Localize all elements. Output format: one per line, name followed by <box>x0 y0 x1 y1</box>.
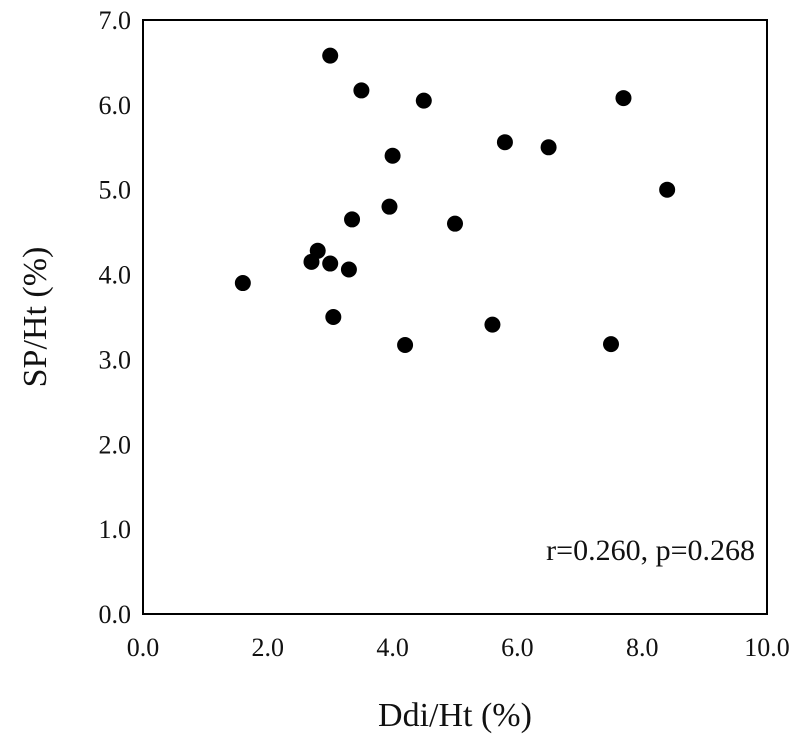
x-tick-label: 6.0 <box>501 633 534 662</box>
y-tick-label: 0.0 <box>99 600 132 629</box>
y-tick-label: 2.0 <box>99 430 132 459</box>
data-point <box>415 92 432 109</box>
plot-area-frame <box>142 19 768 615</box>
x-tick-label: 4.0 <box>376 633 409 662</box>
data-point <box>603 336 619 353</box>
data-point <box>397 337 414 354</box>
data-point <box>484 316 501 333</box>
data-point <box>322 47 339 64</box>
data-point <box>325 309 342 325</box>
x-tick-label: 8.0 <box>626 633 659 662</box>
data-point <box>344 211 361 228</box>
y-tick-label: 6.0 <box>99 91 132 120</box>
y-tick-label: 4.0 <box>99 261 132 290</box>
data-point <box>659 181 676 198</box>
x-tick-label: 10.0 <box>744 633 790 662</box>
x-axis-ticks: 0.0 2.0 4.0 6.0 8.0 10.0 <box>127 633 790 662</box>
y-axis-ticks: 0.0 1.0 2.0 3.0 4.0 5.0 6.0 7.0 <box>99 6 132 629</box>
x-tick-label: 2.0 <box>252 633 285 662</box>
correlation-annotation: r=0.260, p=0.268 <box>546 534 755 567</box>
data-point <box>381 198 398 215</box>
data-point <box>615 90 632 107</box>
y-tick-label: 5.0 <box>99 176 132 205</box>
y-axis-label: SP/Ht (%) <box>17 247 54 388</box>
data-point <box>322 255 339 272</box>
y-tick-label: 7.0 <box>99 6 132 35</box>
y-tick-label: 3.0 <box>99 345 132 374</box>
data-point <box>340 261 357 278</box>
data-point <box>540 139 557 156</box>
data-point <box>447 215 463 232</box>
data-point <box>309 242 326 259</box>
x-tick-label: 0.0 <box>127 633 160 662</box>
y-tick-label: 1.0 <box>99 515 132 544</box>
x-axis-label: Ddi/Ht (%) <box>378 697 532 734</box>
data-points <box>234 47 676 354</box>
data-point <box>353 82 370 99</box>
data-point <box>496 134 513 151</box>
data-point <box>234 275 251 292</box>
data-point <box>384 147 401 164</box>
